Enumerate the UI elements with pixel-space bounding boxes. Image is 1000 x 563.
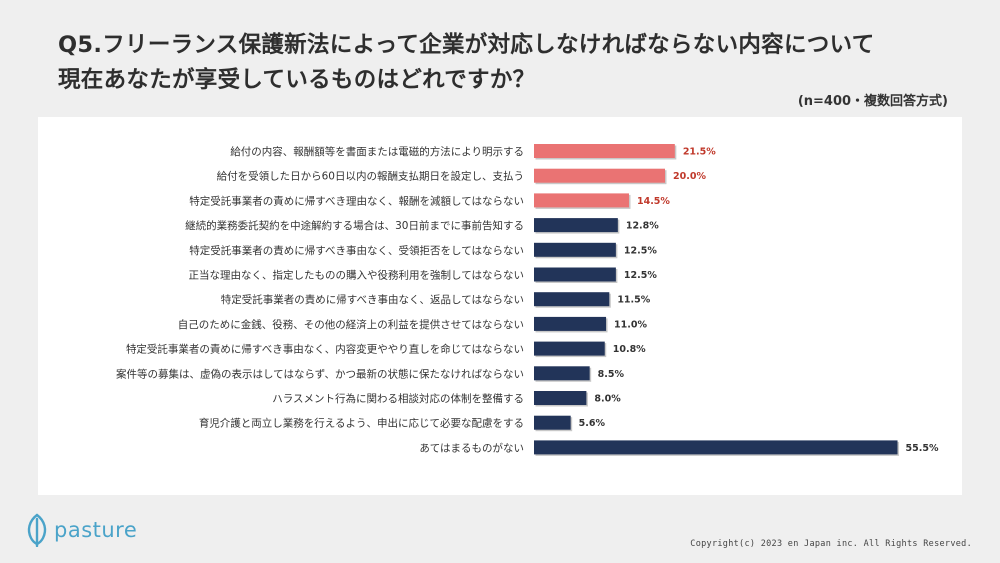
category-label: 給付の内容、報酬額等を書面または電磁的方法により明示する	[230, 145, 524, 158]
bar	[534, 366, 590, 381]
value-label: 8.0%	[594, 394, 621, 405]
value-label: 12.5%	[624, 245, 657, 256]
bar	[534, 391, 587, 405]
title-line-2: 現在あなたが享受しているものはどれですか？	[58, 67, 536, 93]
value-label: 20.0%	[673, 171, 706, 182]
category-label: 特定受託事業者の責めに帰すべき事由なく、内容変更ややり直しを命じてはならない	[126, 343, 524, 356]
copyright-text: Copyright(c) 2023 en Japan inc. All Righ…	[690, 539, 972, 549]
value-label: 10.8%	[613, 344, 646, 355]
value-label: 21.5%	[683, 147, 716, 158]
category-label: 正当な理由なく、指定したものの購入や役務利用を強制してはならない	[189, 269, 524, 282]
leaf-icon	[27, 513, 47, 547]
bar	[534, 218, 618, 233]
category-label: 継続的業務委託契約を中途解約する場合は、30日前までに事前告知する	[185, 219, 524, 232]
category-label: ハラスメント行為に関わる相談対応の体制を整備する	[272, 392, 524, 405]
bar	[534, 316, 607, 331]
bar-chart: 給付の内容、報酬額等を書面または電磁的方法により明示する 21.5% 給付を受領した…	[116, 144, 939, 456]
bar	[534, 440, 898, 455]
value-label: 11.0%	[614, 319, 647, 330]
value-label: 5.6%	[579, 418, 606, 429]
value-label: 12.8%	[626, 221, 659, 232]
category-label: 給付を受領した日から60日以内の報酬支払期日を設定し、支払う	[217, 170, 524, 183]
title-line-1: Q5.フリーランス保護新法によって企業が対応しなければならない内容について	[58, 32, 875, 58]
value-label: 12.5%	[624, 270, 657, 281]
sample-note: (n=400・複数回答方式)	[797, 94, 948, 109]
chart-title: Q5.フリーランス保護新法によって企業が対応しなければならない内容について 現在…	[58, 28, 958, 98]
value-label: 8.5%	[598, 369, 625, 380]
bar	[534, 341, 605, 356]
bar	[534, 415, 571, 430]
pasture-logo: pasture	[25, 513, 137, 547]
bar	[534, 242, 616, 257]
value-label: 11.5%	[617, 295, 650, 306]
category-label: 自己のために金銭、役務、その他の経済上の利益を提供させてはならない	[178, 318, 524, 331]
value-label: 14.5%	[637, 196, 670, 207]
bar	[534, 193, 629, 208]
chart-panel: 給付の内容、報酬額等を書面または電磁的方法により明示する 21.5% 給付を受領した…	[38, 117, 962, 495]
bar	[534, 144, 675, 158]
brand-name: pasture	[54, 518, 138, 542]
bar	[534, 168, 665, 183]
category-label: 特定受託事業者の責めに帰すべき理由なく、報酬を減額してはならない	[189, 194, 524, 207]
category-label: あてはまるものがない	[419, 441, 524, 454]
category-label: 案件等の募集は、虚偽の表示はしてはならず、かつ最新の状態に保たなければならない	[116, 367, 524, 380]
bar	[534, 292, 610, 307]
category-label: 特定受託事業者の責めに帰すべき事由なく、受領拒否をしてはならない	[189, 244, 524, 257]
category-label: 育児介護と両立し業務を行えるよう、申出に応じて必要な配慮をする	[199, 417, 524, 430]
value-label: 55.5%	[906, 443, 939, 454]
bar	[534, 267, 616, 282]
category-label: 特定受託事業者の責めに帰すべき事由なく、返品してはならない	[221, 293, 524, 306]
